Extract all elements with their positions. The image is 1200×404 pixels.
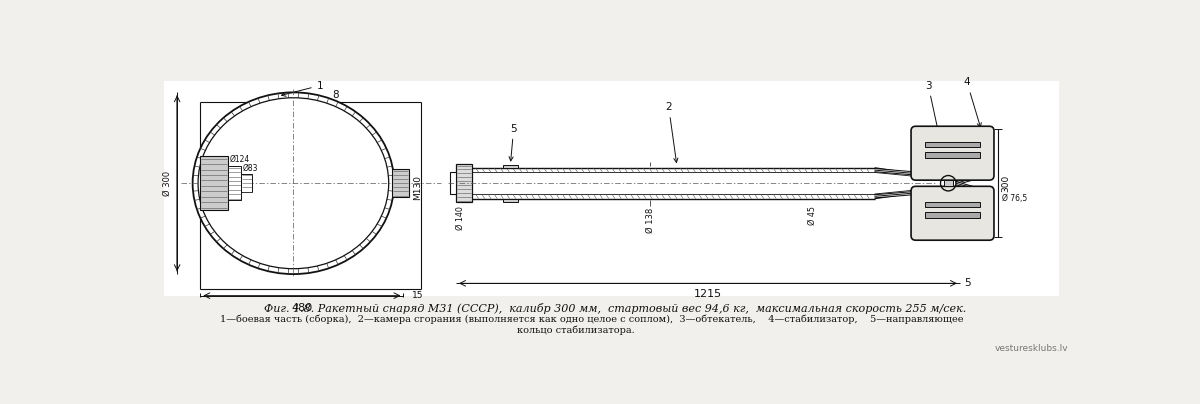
Bar [925,213,980,218]
Text: Ø124: Ø124 [230,155,250,164]
Text: vestureskIubs.lv: vestureskIubs.lv [995,344,1068,354]
Text: 15: 15 [412,291,424,300]
Bar [925,202,980,207]
Text: Ø 140: Ø 140 [456,206,466,230]
Text: кольцо стабилизатора.: кольцо стабилизатора. [517,326,635,335]
FancyBboxPatch shape [911,186,994,240]
FancyBboxPatch shape [911,126,994,180]
Text: Ø 76,5: Ø 76,5 [1002,194,1027,203]
Text: 4: 4 [964,78,982,127]
Text: Ø 138: Ø 138 [646,208,654,233]
Text: 8: 8 [332,90,340,100]
Text: Ø 300: Ø 300 [162,170,172,196]
Bar [456,164,472,202]
Text: M130: M130 [413,175,421,200]
Bar [925,152,980,158]
Bar [503,199,518,202]
Text: Ø 45: Ø 45 [808,206,817,225]
Text: 1: 1 [282,80,323,96]
Bar [228,166,241,200]
Text: 1215: 1215 [694,290,722,299]
Text: Ø83: Ø83 [242,164,258,173]
Text: 5: 5 [509,124,517,161]
Bar [241,174,252,192]
Bar [450,173,456,194]
Text: 480: 480 [292,303,312,313]
Text: 300: 300 [1002,175,1010,192]
Bar [200,156,228,210]
Bar [391,169,409,197]
Bar [925,142,980,147]
Text: 1—боевая часть (сборка),  2—камера сгорания (выполняется как одно целое с соплом: 1—боевая часть (сборка), 2—камера сгоран… [220,315,964,324]
Bar [164,81,1060,297]
Ellipse shape [198,98,389,269]
Bar [503,165,518,168]
Text: 3: 3 [925,80,940,131]
Bar [943,180,953,186]
Text: 2: 2 [665,102,678,162]
Text: 5: 5 [964,278,971,288]
Text: Фиг. 1.8. Ракетный снаряд М31 (СССР),  калибр 300 мм,  стартовый вес 94,6 кг,  м: Фиг. 1.8. Ракетный снаряд М31 (СССР), ка… [264,303,966,314]
Ellipse shape [193,93,394,274]
